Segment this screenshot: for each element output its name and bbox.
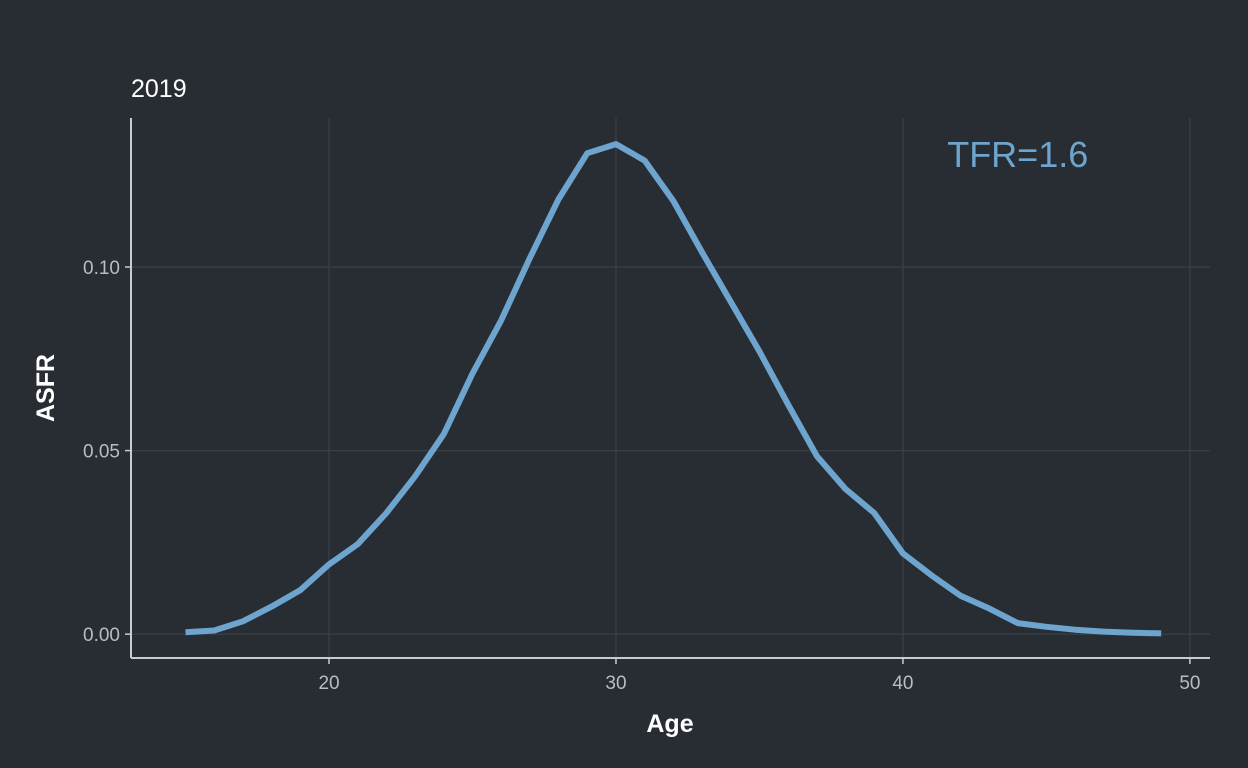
axes: [130, 118, 1210, 659]
plot-title: 2019: [131, 75, 187, 103]
y-tick-label: 0.00: [83, 625, 120, 646]
x-tick-label: 30: [605, 673, 626, 694]
x-tick-label: 50: [1179, 673, 1200, 694]
grid: [131, 118, 1210, 658]
series-layer: [185, 141, 1162, 637]
ticks: 20 30 40 50 0.00 0.05 0.10: [83, 258, 1200, 694]
y-tick-label: 0.05: [83, 442, 120, 463]
asfr-series-line: [185, 141, 1162, 637]
tfr-annotation: TFR=1.6: [947, 134, 1088, 175]
y-tick-label: 0.10: [83, 258, 120, 279]
x-tick-label: 40: [892, 673, 913, 694]
x-tick-label: 20: [318, 673, 339, 694]
x-axis-title: Age: [646, 710, 693, 738]
y-axis-title: ASFR: [32, 354, 60, 422]
